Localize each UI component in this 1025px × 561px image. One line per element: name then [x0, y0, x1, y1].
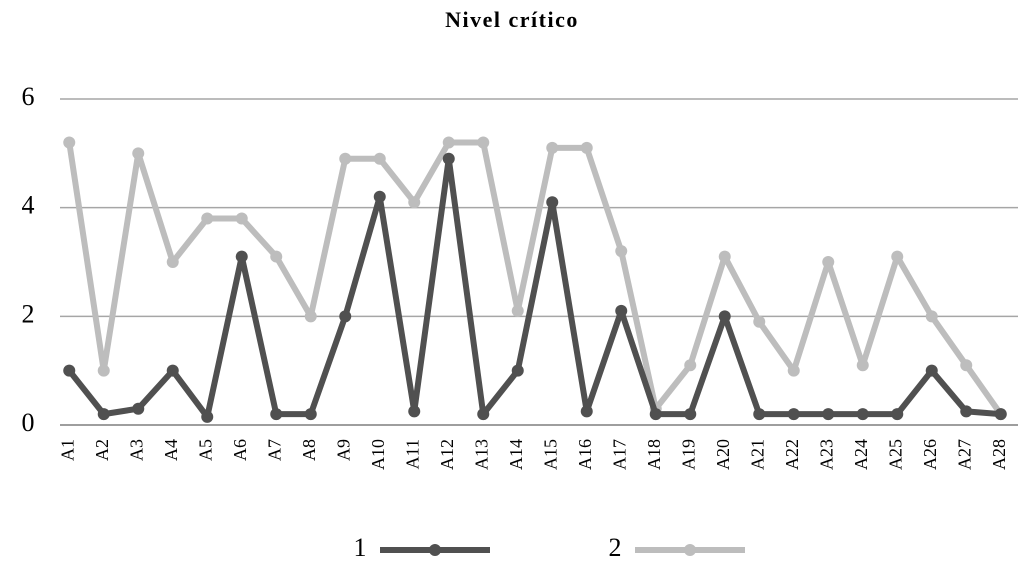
data-point	[822, 256, 835, 268]
data-point	[97, 364, 110, 377]
legend-label: 1	[354, 533, 367, 561]
data-point	[97, 408, 110, 421]
x-tick-label: A5	[195, 439, 215, 461]
data-point	[856, 408, 869, 421]
data-point	[649, 408, 662, 421]
x-tick-label: A2	[92, 439, 112, 461]
x-tick-label: A16	[575, 439, 595, 470]
data-point	[546, 196, 559, 209]
x-tick-label: A8	[299, 439, 319, 461]
legend-marker	[684, 544, 696, 556]
x-tick-label: A17	[609, 439, 629, 470]
data-point	[373, 152, 386, 165]
data-point	[546, 141, 559, 154]
data-point	[891, 408, 904, 421]
y-tick-label: 4	[22, 191, 35, 220]
data-point	[925, 364, 938, 377]
data-point	[615, 245, 628, 258]
data-point	[166, 256, 179, 268]
y-tick-label: 0	[22, 408, 35, 437]
x-tick-label: A22	[782, 439, 802, 470]
x-tick-label: A21	[747, 439, 767, 470]
data-point	[891, 250, 904, 263]
x-tick-label: A11	[402, 439, 422, 469]
data-point	[960, 405, 973, 418]
x-tick-label: A10	[368, 439, 388, 470]
data-point	[580, 405, 593, 418]
data-point	[304, 310, 317, 323]
data-point	[511, 364, 524, 377]
x-tick-label: A14	[506, 439, 526, 470]
data-point	[477, 136, 490, 149]
data-point	[994, 408, 1007, 421]
chart-title: Nivel crítico	[445, 7, 579, 32]
data-point	[925, 310, 938, 323]
x-tick-label: A4	[161, 439, 181, 461]
x-tick-label: A15	[540, 439, 560, 470]
x-tick-label: A18	[644, 439, 664, 470]
x-tick-label: A25	[885, 439, 905, 470]
data-point	[753, 408, 766, 421]
data-point	[408, 196, 421, 209]
y-tick-label: 6	[22, 82, 35, 111]
x-tick-label: A13	[471, 439, 491, 470]
x-tick-label: A23	[816, 439, 836, 470]
x-tick-label: A28	[989, 439, 1009, 470]
legend-marker	[429, 544, 441, 556]
data-point	[304, 408, 317, 421]
data-point	[270, 250, 283, 263]
legend-label: 2	[609, 533, 622, 561]
x-tick-label: A24	[851, 439, 871, 470]
series-line	[66, 155, 1001, 420]
x-tick-label: A7	[264, 439, 284, 461]
data-point	[477, 408, 490, 421]
data-point	[822, 408, 835, 421]
data-point	[270, 408, 283, 421]
x-tick-label: A12	[437, 439, 457, 470]
data-point	[373, 190, 386, 203]
x-tick-label: A27	[954, 439, 974, 470]
data-point	[132, 147, 145, 160]
data-point	[201, 212, 214, 225]
data-point	[442, 152, 455, 165]
data-point	[132, 402, 145, 415]
data-point	[684, 408, 697, 421]
x-tick-label: A20	[713, 439, 733, 470]
data-point	[235, 250, 248, 263]
data-point	[63, 136, 76, 149]
data-point	[960, 359, 973, 372]
data-point	[684, 359, 697, 372]
data-point	[339, 152, 352, 165]
data-point	[408, 405, 421, 418]
data-point	[63, 364, 76, 377]
x-tick-label: A6	[230, 439, 250, 461]
x-tick-label: A1	[57, 439, 77, 461]
x-tick-label: A26	[920, 439, 940, 470]
data-point	[718, 310, 731, 323]
data-point	[615, 304, 628, 317]
data-point	[787, 364, 800, 377]
data-point	[580, 141, 593, 154]
data-point	[235, 212, 248, 225]
data-point	[442, 136, 455, 149]
x-tick-label: A3	[126, 439, 146, 461]
data-point	[201, 410, 214, 423]
data-point	[856, 359, 869, 372]
data-point	[511, 304, 524, 317]
x-tick-label: A19	[678, 439, 698, 470]
data-point	[339, 310, 352, 323]
data-point	[753, 315, 766, 328]
series-line	[66, 139, 1004, 416]
data-point	[166, 364, 179, 377]
data-point	[787, 408, 800, 421]
y-tick-label: 2	[22, 299, 35, 328]
data-point	[718, 250, 731, 263]
x-tick-label: A9	[333, 439, 353, 461]
